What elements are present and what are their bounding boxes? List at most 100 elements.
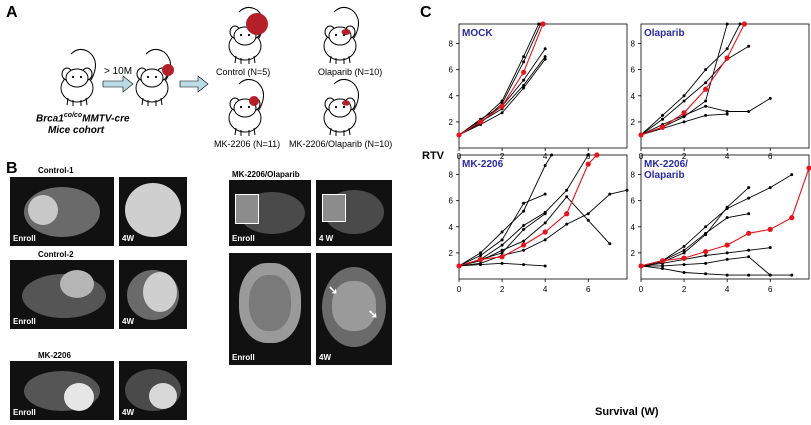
series-point — [682, 94, 686, 98]
mean-series-point — [540, 21, 546, 27]
series-point — [747, 196, 751, 200]
x-tick-label: 4 — [725, 152, 730, 161]
series-point — [500, 248, 504, 252]
arrow-10m — [102, 75, 134, 93]
series-point — [790, 173, 794, 177]
mri-control1-enroll: Enroll — [10, 177, 114, 246]
series-point — [768, 246, 772, 250]
plot-frame — [640, 23, 810, 149]
series-point — [522, 248, 526, 252]
chart-title: MK-2206/ — [644, 159, 688, 170]
arrow-groups — [179, 75, 209, 93]
series-point — [537, 22, 541, 26]
mean-series-point — [806, 165, 811, 171]
mean-series-point — [499, 254, 505, 260]
y-tick-label: 4 — [631, 92, 636, 101]
group-mk2206: MK-2206 (N=11) — [214, 139, 281, 149]
series-point — [682, 263, 686, 267]
series-point — [738, 22, 742, 26]
mean-series-point — [564, 211, 570, 217]
control1-title: Control-1 — [38, 166, 74, 175]
series-point — [625, 188, 629, 192]
mri-combo-enroll: Enroll — [229, 180, 311, 246]
mean-series-line — [641, 167, 809, 267]
series-point — [704, 261, 708, 265]
series-point — [682, 120, 686, 124]
series-point — [543, 47, 547, 51]
series-line — [641, 174, 793, 267]
series-point — [747, 109, 751, 113]
series-point — [500, 243, 504, 247]
series-point — [682, 115, 686, 119]
mean-series-line — [459, 155, 598, 267]
mean-series-point — [789, 215, 795, 221]
mk-title: MK-2206 — [38, 351, 71, 360]
y-tick-label: 8 — [449, 40, 454, 49]
x-tick-label: 2 — [500, 152, 505, 161]
series-point — [500, 261, 504, 265]
chart-title: Olaparib — [644, 170, 685, 181]
x-tick-label: 2 — [500, 285, 505, 294]
mean-series-point — [638, 263, 644, 269]
y-tick-label: 4 — [449, 92, 454, 101]
mean-series-point — [681, 255, 687, 261]
series-point — [725, 257, 729, 261]
series-point — [500, 251, 504, 255]
mean-series-line — [641, 24, 745, 136]
series-point — [543, 192, 547, 196]
y-tick-label: 6 — [631, 66, 636, 75]
mean-series-point — [456, 263, 462, 269]
series-point — [522, 239, 526, 243]
mri-mk-4w: 4W — [119, 361, 187, 420]
mk-mouse — [228, 78, 265, 137]
series-line — [459, 58, 546, 136]
series-point — [682, 99, 686, 103]
group-control: Control (N=5) — [216, 67, 271, 77]
x-tick-label: 6 — [586, 285, 591, 294]
series-point — [768, 273, 772, 277]
series-point — [586, 212, 590, 216]
chart-title: MK-2206 — [462, 159, 504, 170]
mean-series-point — [659, 258, 666, 264]
series-point — [747, 212, 751, 216]
series-point — [704, 68, 708, 72]
series-point — [608, 242, 612, 246]
series-point — [682, 248, 686, 252]
series-point — [500, 99, 504, 103]
series-point — [543, 212, 547, 216]
y-tick-label: 2 — [449, 118, 454, 127]
series-point — [747, 248, 751, 252]
mean-series-point — [703, 86, 709, 92]
tumor-mouse — [135, 48, 172, 107]
mean-series-point — [521, 242, 527, 248]
mk-tumor — [249, 96, 259, 106]
series-point — [586, 218, 590, 222]
mri-control2-4w: 4W — [119, 260, 187, 329]
series-point — [704, 113, 708, 117]
combo-tumor — [342, 100, 350, 106]
y-tick-label: 6 — [631, 197, 636, 206]
y-tick-label: 4 — [631, 223, 636, 232]
y-tick-label: 2 — [631, 249, 636, 258]
series-point — [747, 44, 751, 48]
series-point — [543, 264, 547, 268]
x-tick-label: 6 — [768, 152, 773, 161]
tumor — [162, 64, 174, 76]
mean-series-point — [681, 110, 687, 116]
mean-series-point — [477, 119, 484, 125]
y-tick-label: 6 — [449, 66, 454, 75]
series-point — [565, 195, 569, 199]
cohort-label: Brca1co/coMMTV-cre — [36, 112, 130, 125]
x-tick-label: 0 — [457, 285, 462, 294]
series-point — [725, 251, 729, 255]
series-point — [768, 186, 772, 190]
series-point — [522, 209, 526, 213]
chart-title: Olaparib — [644, 28, 685, 39]
series-point — [543, 238, 547, 242]
mri-control2-enroll: Enroll — [10, 260, 114, 329]
y-tick-label: 8 — [631, 171, 636, 180]
mean-series-point — [585, 161, 591, 167]
series-point — [608, 192, 612, 196]
series-point — [550, 153, 554, 157]
x-tick-label: 4 — [543, 152, 548, 161]
